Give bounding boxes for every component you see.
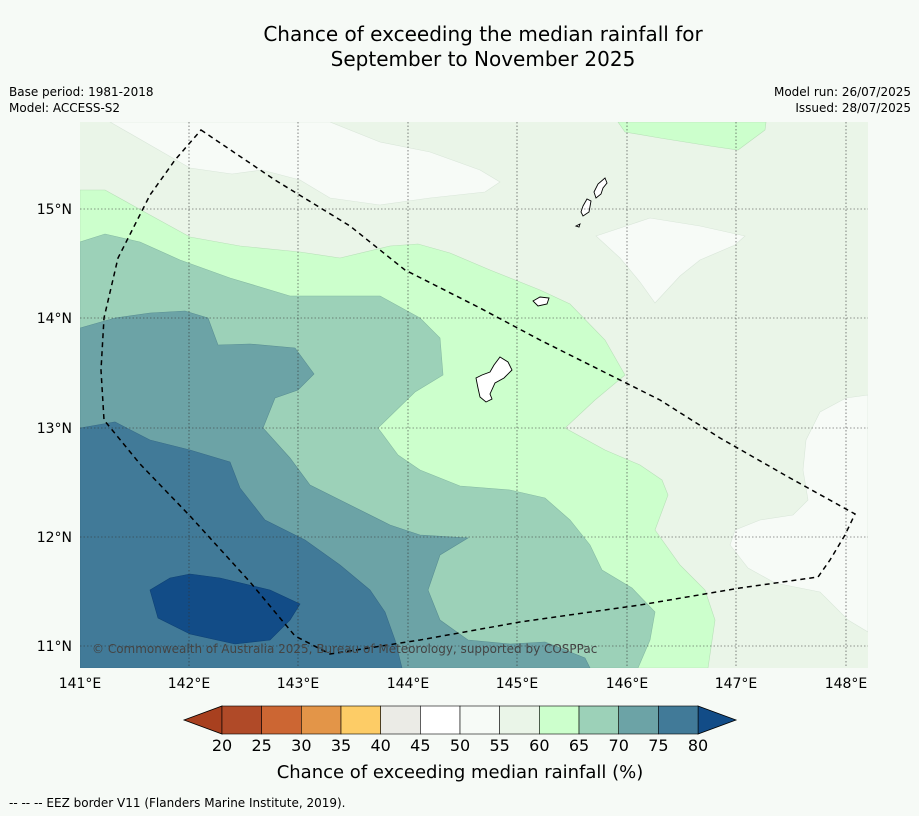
colorbar-swatch <box>499 705 540 735</box>
lon-tick-141: 141°E <box>59 676 102 692</box>
meta-right: Model run: 26/07/2025 Issued: 28/07/2025 <box>774 84 911 116</box>
lat-tick-13: 13°N <box>37 421 72 437</box>
colorbar-tick-label: 65 <box>569 736 589 755</box>
colorbar-tick-label: 55 <box>490 736 510 755</box>
lat-tick-14: 14°N <box>37 311 72 327</box>
colorbar-title: Chance of exceeding median rainfall (%) <box>277 762 644 783</box>
contour-50-55-north <box>109 122 501 206</box>
meta-left: Base period: 1981-2018 Model: ACCESS-S2 <box>9 84 154 116</box>
colorbar-swatch <box>658 705 699 735</box>
contour-50-55-southeast <box>729 394 868 633</box>
gridlines <box>80 122 868 668</box>
colorbar-tick-label: 30 <box>291 736 311 755</box>
colorbar-tick-label: 45 <box>410 736 430 755</box>
issued-text: Issued: 28/07/2025 <box>795 101 911 115</box>
lat-tick-15: 15°N <box>37 202 72 218</box>
eez-border <box>100 129 856 655</box>
colorbar-tick-label: 70 <box>609 736 629 755</box>
contour-over-80 <box>149 573 301 645</box>
colorbar-swatch <box>340 705 381 735</box>
colorbar-swatch <box>380 705 421 735</box>
island-aguijan <box>574 223 581 228</box>
colorbar-swatch <box>221 705 262 735</box>
lat-tick-11: 11°N <box>37 639 72 655</box>
colorbar-tick-label: 40 <box>371 736 391 755</box>
colorbar-swatch <box>539 705 580 735</box>
lon-tick-147: 147°E <box>715 676 758 692</box>
lat-tick-labels: 15°N 14°N 13°N 12°N 11°N <box>37 202 72 655</box>
colorbar-tick-label: 25 <box>251 736 271 755</box>
lat-tick-12: 12°N <box>37 530 72 546</box>
copyright-text: © Commonwealth of Australia 2025, Bureau… <box>92 642 597 656</box>
eez-legend-note: -- -- -- EEZ border V11 (Flanders Marine… <box>9 796 346 810</box>
lon-tick-146: 146°E <box>606 676 649 692</box>
lon-tick-148: 148°E <box>825 676 868 692</box>
contour-50-55-east <box>595 217 746 304</box>
colorbar-tick-label: 50 <box>450 736 470 755</box>
colorbar-swatch <box>261 705 302 735</box>
lon-tick-labels: 141°E 142°E 143°E 144°E 145°E 146°E 147°… <box>59 676 868 692</box>
model-run-text: Model run: 26/07/2025 <box>773 85 911 99</box>
island-saipan <box>593 177 608 199</box>
lon-tick-143: 143°E <box>277 676 320 692</box>
contour-60-65-north <box>617 122 767 151</box>
map-title-line2: September to November 2025 <box>330 47 636 71</box>
colorbar-over-arrow <box>697 705 738 735</box>
colorbar-tick-label: 60 <box>529 736 549 755</box>
colorbar-under-arrow <box>182 705 223 735</box>
colorbar-tick-label: 20 <box>212 736 232 755</box>
colorbar-tick-label: 35 <box>331 736 351 755</box>
colorbar-swatch <box>420 705 461 735</box>
colorbar-tick-label: 75 <box>648 736 668 755</box>
island-outlines <box>475 177 608 403</box>
colorbar-swatch <box>578 705 620 735</box>
model-text: Model: ACCESS-S2 <box>9 101 121 115</box>
lon-tick-142: 142°E <box>168 676 211 692</box>
lon-tick-145: 145°E <box>496 676 539 692</box>
island-guam <box>475 356 513 403</box>
lon-tick-144: 144°E <box>387 676 430 692</box>
colorbar-tick-label: 80 <box>688 736 708 755</box>
colorbar: 20 25 30 35 40 45 50 55 60 65 70 75 80 Chance of exc… <box>182 705 738 783</box>
colorbar-swatch <box>301 705 342 735</box>
map-title-line1: Chance of exceeding the median rainfall … <box>263 22 703 46</box>
colorbar-swatch <box>459 705 500 735</box>
island-tinian <box>580 198 592 217</box>
base-period-text: Base period: 1981-2018 <box>9 85 154 99</box>
map-area: © Commonwealth of Australia 2025, Bureau… <box>80 122 868 668</box>
island-rota <box>532 296 550 307</box>
colorbar-swatch <box>618 705 659 735</box>
